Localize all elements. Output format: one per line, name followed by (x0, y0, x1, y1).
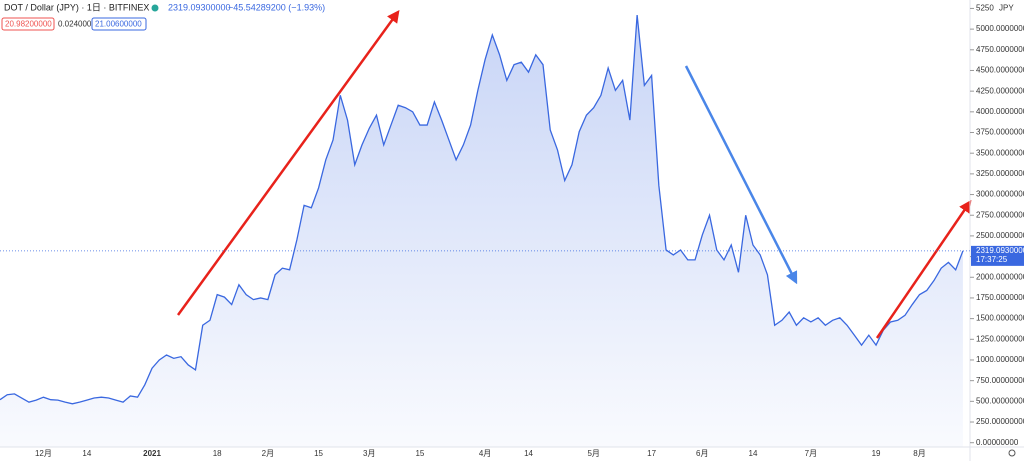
last-price: 2319.09300000 (168, 2, 231, 12)
change: −45.54289200 (−1.93%) (228, 2, 325, 12)
y-tick-label: 4500.00000000 (976, 66, 1024, 75)
y-tick-label: 1250.00000000 (976, 334, 1024, 343)
last-price-label: 2319.09300000 (976, 246, 1024, 255)
x-tick-label: 8月 (913, 449, 925, 458)
x-tick-label: 4月 (479, 449, 491, 458)
y-tick-label: 1500.00000000 (976, 314, 1024, 323)
y-tick-label: 4750.00000000 (976, 45, 1024, 54)
y-tick-label: 1000.00000000 (976, 355, 1024, 364)
box (91, 17, 147, 31)
y-tick-label: 4000.00000000 (976, 107, 1024, 116)
box-mid: 0.02400000 (58, 20, 101, 29)
y-tick-label: 500.00000000 (976, 396, 1024, 405)
x-tick-label: 14 (82, 449, 91, 458)
x-tick-label: 2月 (262, 449, 274, 458)
y-tick-label: 5250 (976, 4, 994, 13)
status-dot (151, 4, 159, 12)
down-arrow (684, 65, 798, 285)
y-tick-label: 3000.00000000 (976, 190, 1024, 199)
y-tick-label: 3250.00000000 (976, 169, 1024, 178)
x-tick-label: 18 (213, 449, 222, 458)
y-tick-label: 3500.00000000 (976, 148, 1024, 157)
box-low: 20.98200000 (5, 20, 52, 29)
x-tick-label: 15 (415, 449, 424, 458)
last-price-tag (971, 245, 1024, 266)
plot-area (0, 14, 964, 448)
currency-bg (996, 3, 1022, 14)
x-tick-label: 2021 (143, 449, 161, 458)
symbol: DOT / Dollar (JPY) · 1日 · BITFINEX (4, 2, 149, 12)
x-tick-label: 14 (524, 449, 533, 458)
settings-icon[interactable] (1008, 449, 1016, 457)
x-tick-label: 19 (872, 449, 881, 458)
y-tick-label: 2750.00000000 (976, 210, 1024, 219)
y-tick-label: 5000.00000000 (976, 24, 1024, 33)
x-tick-label: 12月 (35, 449, 52, 458)
countdown: 17:37:25 (976, 255, 1008, 264)
currency: JPY (999, 4, 1014, 13)
y-tick-label: 4250.00000000 (976, 86, 1024, 95)
y-tick-label: 750.00000000 (976, 376, 1024, 385)
y-tick-label: 2000.00000000 (976, 272, 1024, 281)
y-tick-label: 3750.00000000 (976, 128, 1024, 137)
x-tick-label: 15 (314, 449, 323, 458)
box (1, 17, 55, 31)
x-tick-label: 5月 (587, 449, 599, 458)
x-tick-label: 6月 (696, 449, 708, 458)
y-tick-label: 1750.00000000 (976, 293, 1024, 302)
area-fill (0, 15, 963, 448)
price-line (0, 14, 964, 405)
y-tick-label: 2500.00000000 (976, 231, 1024, 240)
x-tick-label: 7月 (805, 449, 817, 458)
x-tick-label: 14 (749, 449, 758, 458)
up-arrow (875, 199, 972, 339)
box-high: 21.00600000 (95, 20, 142, 29)
y-tick-label: 250.00000000 (976, 417, 1024, 426)
x-tick-label: 17 (647, 449, 656, 458)
up-arrow (176, 9, 400, 316)
y-tick-label: 0.00000000 (976, 438, 1019, 447)
x-tick-label: 3月 (363, 449, 375, 458)
